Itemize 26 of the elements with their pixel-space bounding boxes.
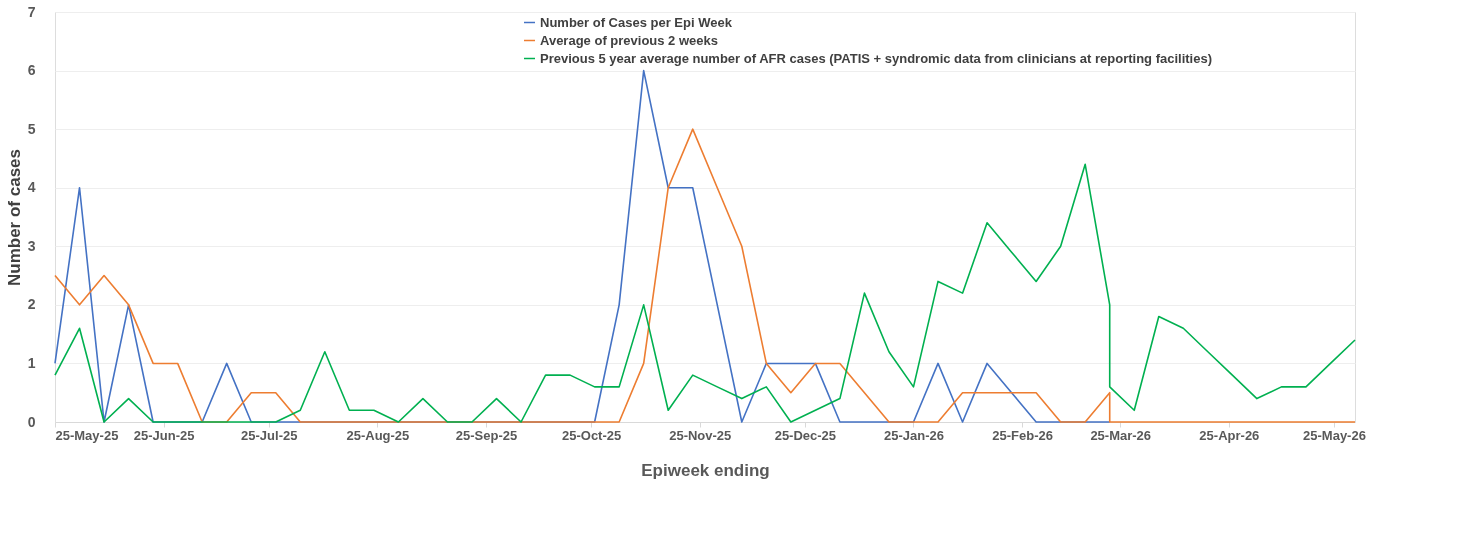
x-tick-label: 25-Feb-26 — [992, 427, 1053, 443]
y-tick-label: 4 — [27, 179, 36, 196]
y-tick-label: 1 — [27, 354, 36, 371]
y-tick-label: 6 — [27, 62, 36, 79]
x-tick-label: 25-Nov-25 — [669, 427, 732, 443]
y-tick-label: 3 — [27, 237, 36, 254]
y-tick-label: 2 — [27, 296, 36, 313]
legend-label: Previous 5 year average number of AFR cases (PATIS + syndromic data from clinicians at reporting facilities) — [540, 50, 1213, 66]
x-tick-label: 25-Jan-26 — [884, 427, 944, 443]
x-axis-title: Epiweek ending — [641, 460, 770, 480]
legend-label: Average of previous 2 weeks — [540, 32, 718, 48]
y-tick-label: 7 — [27, 3, 36, 20]
x-tick-label: 25-May-26 — [1303, 427, 1366, 443]
x-tick-label: 25-Aug-25 — [346, 427, 410, 443]
y-axis-title: Number of cases — [4, 149, 24, 286]
x-tick-label: 25-Oct-25 — [561, 427, 622, 443]
x-tick-label: 25-May-25 — [55, 427, 119, 443]
y-tick-label: 5 — [27, 120, 36, 137]
x-tick-label: 25-Jul-25 — [241, 427, 298, 443]
legend-label: Number of Cases per Epi Week — [540, 14, 733, 30]
x-tick-label: 25-Apr-26 — [1199, 427, 1260, 443]
x-tick-label: 25-Jun-25 — [133, 427, 195, 443]
x-tick-label: 25-Dec-25 — [774, 427, 837, 443]
y-tick-label: 0 — [27, 413, 36, 430]
x-tick-label: 25-Sep-25 — [455, 427, 518, 443]
x-tick-label: 25-Mar-26 — [1090, 427, 1152, 443]
